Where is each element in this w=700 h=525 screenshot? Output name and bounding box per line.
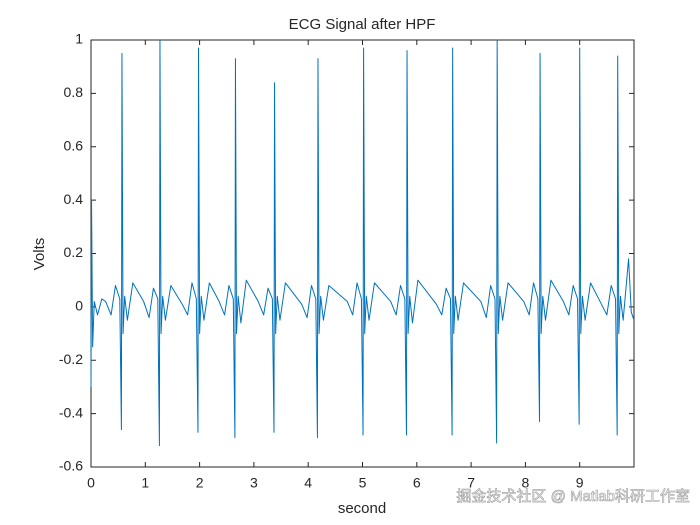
watermark: 掘金技术社区 @ Matlab科研工作室	[456, 488, 690, 505]
x-tick-label: 5	[359, 475, 367, 491]
y-tick-label: 0.8	[64, 84, 84, 100]
x-tick-label: 3	[250, 475, 258, 491]
y-tick-label: 0	[75, 298, 83, 314]
x-tick-label: 1	[141, 475, 149, 491]
x-tick-label: 7	[467, 475, 475, 491]
y-tick-label: -0.2	[59, 351, 83, 367]
x-tick-label: 8	[522, 475, 530, 491]
y-tick-label: -0.4	[59, 404, 83, 420]
x-tick-label: 9	[576, 475, 584, 491]
x-tick-label: 6	[413, 475, 421, 491]
y-tick-label: 0.2	[64, 244, 84, 260]
x-tick-label: 2	[196, 475, 204, 491]
x-tick-label: 0	[87, 475, 95, 491]
y-axis-label: Volts	[31, 238, 48, 271]
y-tick-label: 0.4	[64, 191, 84, 207]
chart-title: ECG Signal after HPF	[289, 16, 436, 33]
x-tick-label: 4	[304, 475, 312, 491]
y-tick-label: -0.6	[59, 458, 83, 474]
x-axis-label: second	[338, 500, 386, 517]
y-tick-label: 0.6	[64, 137, 84, 153]
ecg-line	[90, 39, 635, 447]
y-tick-label: 1	[75, 31, 83, 47]
